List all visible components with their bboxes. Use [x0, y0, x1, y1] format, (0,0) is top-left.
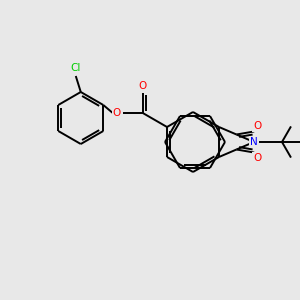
Text: O: O [253, 122, 261, 131]
Text: N: N [250, 137, 258, 147]
Text: O: O [112, 108, 121, 118]
Text: Cl: Cl [70, 63, 81, 73]
Text: O: O [253, 153, 261, 163]
Text: O: O [139, 81, 147, 91]
